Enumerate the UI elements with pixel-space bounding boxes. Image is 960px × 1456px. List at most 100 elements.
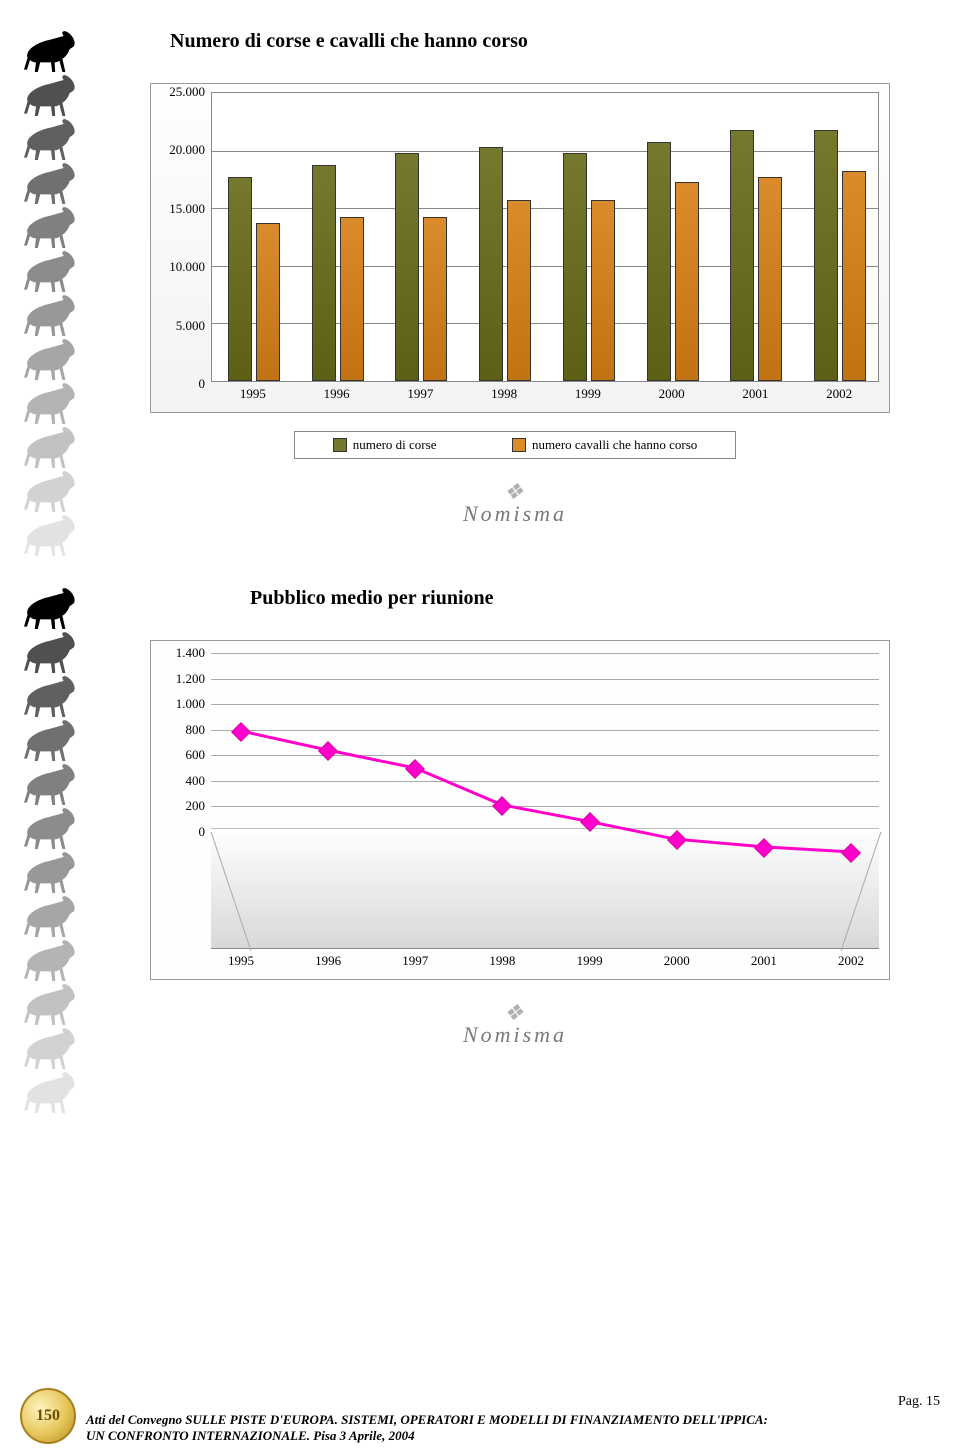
y-axis-label: 1.200 — [151, 671, 205, 687]
horse-icon — [20, 675, 82, 717]
y-axis-label: 600 — [151, 747, 205, 763]
horse-icon — [20, 426, 82, 468]
nomisma-logo-2: ❖ Nomisma — [130, 1000, 900, 1048]
anniversary-logo: 150 — [20, 1388, 76, 1444]
bar-numero-di-corse — [312, 165, 336, 381]
nomisma-logo-1: ❖ Nomisma — [130, 479, 900, 527]
horse-icon — [20, 719, 82, 761]
horse-icon — [20, 514, 82, 556]
bar-numero-di-corse — [647, 142, 671, 381]
y-axis-label: 25.000 — [151, 84, 205, 100]
bar-numero-cavalli-che-hanno-corso — [340, 217, 364, 381]
horse-icon — [20, 851, 82, 893]
horse-icon — [20, 206, 82, 248]
horse-icon — [20, 807, 82, 849]
bar-numero-cavalli-che-hanno-corso — [591, 200, 615, 381]
horse-icon — [20, 983, 82, 1025]
horse-icon — [20, 587, 82, 629]
nomisma-text: Nomisma — [463, 501, 567, 526]
horse-icon — [20, 382, 82, 424]
x-axis-label: 1998 — [489, 953, 515, 969]
horse-icon — [20, 162, 82, 204]
bar-numero-di-corse — [395, 153, 419, 381]
bar-numero-cavalli-che-hanno-corso — [256, 223, 280, 381]
legend-label: numero di corse — [353, 437, 437, 453]
horse-icon — [20, 426, 82, 468]
y-axis-label: 20.000 — [151, 142, 205, 158]
horse-icon — [20, 74, 82, 116]
horse-icon — [20, 470, 82, 512]
chart2-title: Pubblico medio per riunione — [250, 587, 900, 610]
horse-icon — [20, 118, 82, 160]
footer-line-1: Atti del Convegno SULLE PISTE D'EUROPA. … — [86, 1412, 768, 1427]
nomisma-text: Nomisma — [463, 1022, 567, 1047]
horse-icon — [20, 30, 82, 72]
footer-text: Atti del Convegno SULLE PISTE D'EUROPA. … — [86, 1412, 898, 1445]
bar-numero-di-corse — [563, 153, 587, 381]
x-axis-label: 1999 — [577, 953, 603, 969]
legend-swatch — [512, 438, 526, 452]
chart1-block: Numero di corse e cavalli che hanno cors… — [130, 30, 900, 527]
horse-icon — [20, 338, 82, 380]
horse-icon — [20, 675, 82, 717]
x-axis-label: 2002 — [838, 953, 864, 969]
bar-numero-di-corse — [228, 177, 252, 381]
y-axis-label: 0 — [151, 824, 205, 840]
logo-text: 150 — [36, 1407, 60, 1425]
horse-icon — [20, 294, 82, 336]
x-axis-label: 1996 — [324, 386, 350, 402]
legend-label: numero cavalli che hanno corso — [532, 437, 697, 453]
x-axis-label: 1996 — [315, 953, 341, 969]
y-axis-label: 1.000 — [151, 696, 205, 712]
x-axis-label: 2000 — [664, 953, 690, 969]
x-axis-label: 2001 — [751, 953, 777, 969]
legend-item: numero di corse — [333, 437, 437, 453]
x-axis-label: 2000 — [659, 386, 685, 402]
horse-icon — [20, 118, 82, 160]
horse-icon — [20, 1071, 82, 1113]
page: Numero di corse e cavalli che hanno cors… — [0, 0, 960, 1456]
bar-chart: 05.00010.00015.00020.00025.000 199519961… — [150, 83, 890, 413]
x-axis-label: 1995 — [240, 386, 266, 402]
bar-numero-di-corse — [479, 147, 503, 381]
horse-stack-1 — [20, 30, 100, 558]
y-axis-label: 15.000 — [151, 201, 205, 217]
bar-numero-di-corse — [814, 130, 838, 381]
horse-icon — [20, 983, 82, 1025]
horse-icon — [20, 1027, 82, 1069]
horse-icon — [20, 631, 82, 673]
horse-icon — [20, 939, 82, 981]
bar-plot-area — [211, 92, 879, 382]
legend-swatch — [333, 438, 347, 452]
legend: numero di corse numero cavalli che hanno … — [294, 431, 736, 459]
bar-numero-cavalli-che-hanno-corso — [758, 177, 782, 381]
chart2-block: Pubblico medio per riunione 020040060080… — [130, 587, 900, 1048]
horse-icon — [20, 587, 82, 629]
horse-icon — [20, 807, 82, 849]
x-axis-label: 1999 — [575, 386, 601, 402]
horse-icon — [20, 851, 82, 893]
bar-numero-di-corse — [730, 130, 754, 381]
horse-icon — [20, 895, 82, 937]
x-axis-label: 1997 — [407, 386, 433, 402]
x-axis-label: 2002 — [826, 386, 852, 402]
horse-icon — [20, 763, 82, 805]
horse-icon — [20, 338, 82, 380]
horse-icon — [20, 470, 82, 512]
horse-icon — [20, 250, 82, 292]
horse-icon — [20, 631, 82, 673]
horse-stack-2 — [20, 587, 100, 1115]
page-footer: 150 Atti del Convegno SULLE PISTE D'EURO… — [20, 1388, 940, 1444]
floor-perspective — [211, 653, 879, 949]
bar-numero-cavalli-che-hanno-corso — [675, 182, 699, 381]
y-axis-label: 400 — [151, 773, 205, 789]
horse-icon — [20, 763, 82, 805]
horse-icon — [20, 382, 82, 424]
horse-icon — [20, 206, 82, 248]
y-axis-label: 0 — [151, 376, 205, 392]
chart1-title: Numero di corse e cavalli che hanno cors… — [170, 30, 900, 53]
horse-icon — [20, 719, 82, 761]
y-axis-label: 1.400 — [151, 645, 205, 661]
horse-icon — [20, 514, 82, 556]
horse-icon — [20, 294, 82, 336]
